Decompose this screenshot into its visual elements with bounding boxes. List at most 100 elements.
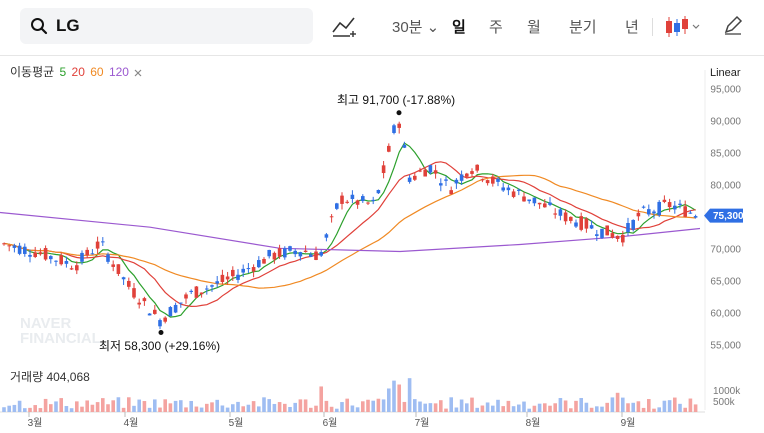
trend-add-icon[interactable] xyxy=(332,14,358,38)
volume-bar xyxy=(511,406,516,412)
volume-bar xyxy=(397,384,401,412)
candle-body xyxy=(392,125,396,133)
volume-bar xyxy=(179,400,183,412)
candle-body xyxy=(173,304,178,313)
tab-day[interactable]: 일 xyxy=(452,19,466,36)
x-tick-label: 5월 xyxy=(229,417,244,429)
candle-body xyxy=(361,196,365,202)
y-tick-label: 70,000 xyxy=(710,245,741,256)
y-tick-label: 80,000 xyxy=(710,181,741,192)
candle-body xyxy=(454,179,459,184)
candle-body xyxy=(371,199,375,202)
tab-month[interactable]: 월 xyxy=(527,19,541,36)
volume-bar xyxy=(376,398,381,412)
candle-body xyxy=(652,211,656,214)
ma120-line xyxy=(0,211,701,253)
candle-body xyxy=(309,254,313,257)
volume-bar xyxy=(475,407,479,412)
tab-quarter[interactable]: 분기 xyxy=(569,19,597,36)
volume-bar xyxy=(12,404,17,412)
candle-body xyxy=(189,290,193,292)
volume-bar xyxy=(147,407,152,412)
candle-body xyxy=(111,264,115,267)
moving-average-legend[interactable]: 이동평균 5 20 60 120 xyxy=(10,63,142,80)
volume-bar xyxy=(553,403,557,412)
volume-bar xyxy=(220,405,225,412)
volume-bar xyxy=(517,404,521,412)
volume-bar xyxy=(683,407,687,412)
ma-legend-title: 이동평균 xyxy=(10,65,55,79)
candle-body xyxy=(153,309,157,314)
candle-body xyxy=(657,201,661,216)
candle-body xyxy=(231,269,235,277)
candle-body xyxy=(210,285,214,287)
volume-bar xyxy=(324,400,329,412)
candle-body xyxy=(262,258,266,264)
candle-body xyxy=(158,320,162,327)
candle-body xyxy=(584,218,589,229)
volume-bar xyxy=(75,401,79,412)
ma60-line xyxy=(3,174,696,289)
candle-body xyxy=(459,174,464,181)
volume-bar xyxy=(205,403,209,412)
volume-bar xyxy=(101,398,105,412)
candle-body xyxy=(433,170,438,174)
candle-body xyxy=(355,200,360,205)
volume-bar xyxy=(90,404,95,412)
volume-bar xyxy=(168,403,173,412)
volume-legend: 거래량 404,068 xyxy=(10,370,90,384)
watermark-line-2: FINANCIAL xyxy=(20,330,101,347)
volume-bar xyxy=(121,407,126,412)
candle-body xyxy=(537,202,542,205)
candle-body xyxy=(496,178,500,182)
volume-bar xyxy=(95,402,100,412)
volume-bar xyxy=(158,407,162,412)
candle-body xyxy=(28,254,32,257)
candle-body xyxy=(465,173,469,177)
candle-body xyxy=(246,268,251,270)
pencil-icon[interactable] xyxy=(722,14,744,36)
candle-body xyxy=(444,179,448,181)
candle-body xyxy=(605,225,609,236)
candle-body xyxy=(600,228,604,238)
volume-bar xyxy=(340,402,344,412)
candle-body xyxy=(636,212,641,217)
candle-body xyxy=(184,294,188,299)
candle-body xyxy=(397,123,401,128)
candle-body xyxy=(350,194,355,199)
volume-bar xyxy=(387,388,391,412)
volume-bar xyxy=(257,406,261,412)
volume-bar xyxy=(59,398,63,412)
candle-body xyxy=(127,280,131,287)
volume-tick-label: 1000k xyxy=(713,386,741,397)
candle-body xyxy=(272,252,277,260)
stock-search-box[interactable]: LG xyxy=(20,8,313,44)
candle-body xyxy=(137,302,141,305)
volume-bar xyxy=(111,400,115,412)
close-icon[interactable] xyxy=(134,69,142,77)
volume-bar xyxy=(199,407,204,412)
volume-bar xyxy=(522,401,526,412)
candle-body xyxy=(168,307,173,317)
search-input[interactable]: LG xyxy=(56,16,80,35)
volume-bar xyxy=(241,406,245,412)
candle-body xyxy=(569,216,573,221)
tab-week[interactable]: 주 xyxy=(489,19,503,36)
candle-body xyxy=(376,190,381,194)
volume-bar xyxy=(2,407,6,412)
scale-mode-select[interactable]: Linear xyxy=(710,67,741,79)
volume-bar xyxy=(605,402,609,412)
candle-body xyxy=(54,260,58,262)
volume-bar xyxy=(85,400,89,412)
tab-year[interactable]: 년 xyxy=(625,19,639,36)
candle-body xyxy=(641,206,646,208)
tab-30min[interactable]: 30분 ⌄ xyxy=(392,19,440,36)
volume-bar xyxy=(69,408,74,412)
volume-bar xyxy=(407,378,412,412)
y-tick-label: 90,000 xyxy=(710,117,741,128)
candle-icon[interactable] xyxy=(664,14,702,40)
high-annotation: 최고 91,700 (-17.88%) xyxy=(337,93,455,107)
candle-body xyxy=(678,203,682,205)
candle-body xyxy=(43,248,48,260)
